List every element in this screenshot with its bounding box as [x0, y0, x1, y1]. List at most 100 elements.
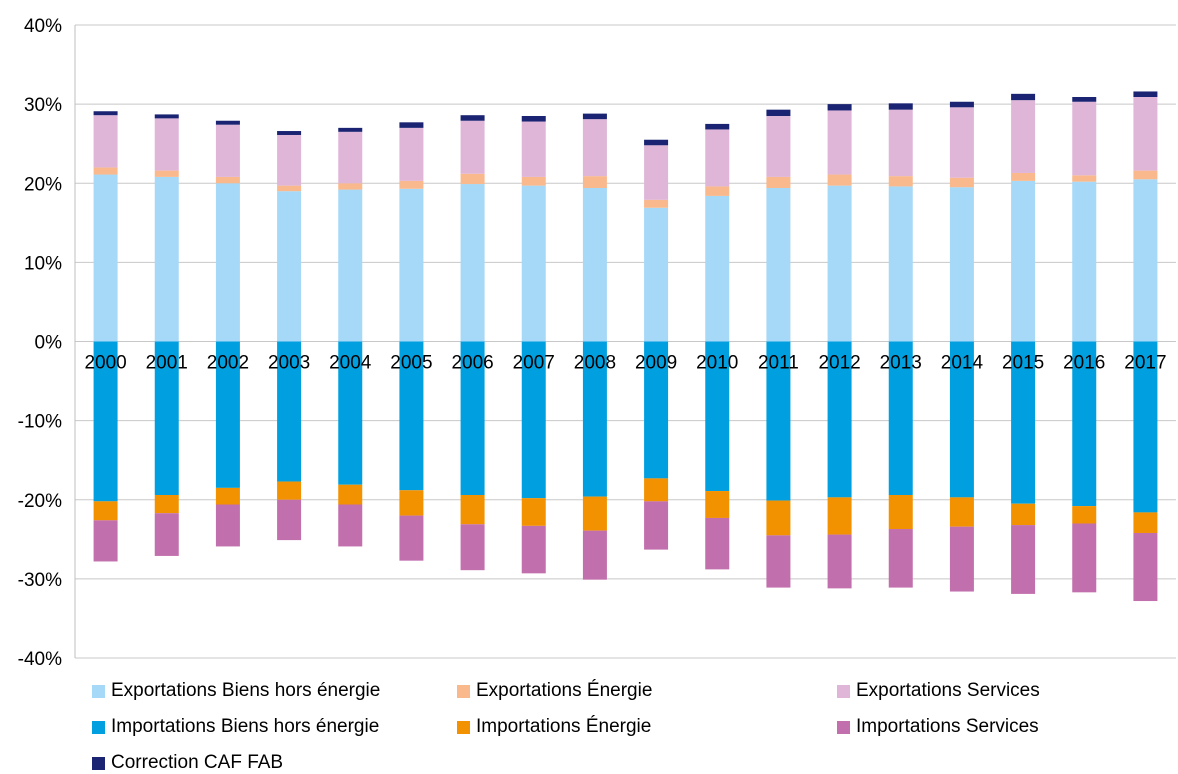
bar-segment: [1072, 506, 1097, 524]
legend-swatch: [457, 720, 470, 734]
bar-segment: [705, 195, 730, 342]
bar-segment: [277, 191, 302, 342]
bar-segment: [338, 183, 363, 190]
bar-segment: [399, 188, 424, 342]
legend-label: Exportations Biens hors énergie: [111, 680, 381, 701]
bar-segment: [827, 185, 852, 342]
bar-segment: [888, 341, 913, 496]
bar-segment: [399, 127, 424, 181]
bar-segment: [399, 180, 424, 189]
bar-segment: [399, 515, 424, 561]
legend-label: Exportations Services: [856, 680, 1040, 701]
bar-segment: [93, 501, 118, 521]
bar-segment: [1011, 100, 1036, 173]
y-tick-label: -20%: [18, 491, 62, 512]
bar-segment: [888, 495, 913, 530]
x-tick-label: 2013: [880, 353, 922, 374]
bar-segment: [949, 187, 974, 342]
bar-segment: [93, 520, 118, 562]
bars: [93, 91, 1158, 602]
bar-segment: [460, 495, 485, 525]
bar-segment: [215, 120, 240, 125]
bar-segment: [644, 199, 669, 208]
bar-segment: [1133, 97, 1158, 171]
gridlines: [75, 24, 1176, 659]
bar-segment: [460, 173, 485, 185]
bar-segment: [1011, 503, 1036, 526]
bar-segment: [1072, 175, 1097, 182]
bar-segment: [1072, 97, 1097, 102]
bar-segment: [827, 534, 852, 589]
bar-segment: [766, 109, 791, 116]
bar-segment: [460, 524, 485, 571]
y-tick-label: 10%: [24, 253, 62, 274]
bar-segment: [521, 185, 546, 342]
legend-label: Correction CAF FAB: [111, 752, 284, 773]
bar-segment: [827, 497, 852, 535]
bar-segment: [154, 114, 179, 119]
bar-segment: [154, 118, 179, 171]
bar-segment: [154, 170, 179, 177]
bar-segment: [277, 134, 302, 186]
bar-segment: [521, 115, 546, 122]
bar-segment: [93, 167, 118, 175]
bar-segment: [93, 174, 118, 342]
bar-segment: [460, 184, 485, 342]
bar-segment: [766, 176, 791, 188]
bar-segment: [766, 115, 791, 177]
bar-segment: [582, 341, 607, 497]
bar-segment: [154, 513, 179, 556]
y-tick-label: 20%: [24, 174, 62, 195]
legend-label: Importations Services: [856, 716, 1039, 737]
x-tick-label: 2000: [84, 353, 126, 374]
y-tick-label: -30%: [18, 570, 62, 591]
bar-segment: [766, 187, 791, 342]
bar-segment: [888, 529, 913, 588]
legend-swatch: [837, 720, 850, 734]
bar-segment: [338, 484, 363, 505]
bar-segment: [1133, 179, 1158, 342]
bar-segment: [1011, 525, 1036, 594]
x-tick-label: 2017: [1124, 353, 1166, 374]
legend-item: Exportations Services: [837, 680, 1040, 702]
x-tick-label: 2003: [268, 353, 310, 374]
legend-item: Importations Biens hors énergie: [92, 716, 379, 738]
bar-segment: [1133, 532, 1158, 602]
bar-segment: [338, 341, 363, 485]
bar-segment: [521, 498, 546, 526]
x-tick-label: 2010: [696, 353, 738, 374]
x-tick-label: 2007: [513, 353, 555, 374]
bar-segment: [888, 109, 913, 177]
y-axis: -40% -30% -20% -10% 0% 10% 20% 30% 40%: [18, 16, 76, 670]
bar-segment: [277, 341, 302, 482]
bar-segment: [1072, 101, 1097, 176]
bar-segment: [399, 122, 424, 128]
legend-item: Correction CAF FAB: [92, 752, 283, 774]
y-tick-label: -40%: [18, 649, 62, 670]
bar-segment: [460, 115, 485, 121]
bar-segment: [460, 341, 485, 496]
bar-segment: [215, 176, 240, 184]
bar-segment: [399, 341, 424, 491]
x-tick-label: 2002: [207, 353, 249, 374]
bar-segment: [949, 497, 974, 527]
y-tick-label: 40%: [24, 16, 62, 37]
bar-segment: [215, 124, 240, 177]
bar-segment: [888, 176, 913, 187]
bar-segment: [644, 145, 669, 200]
bar-segment: [154, 176, 179, 342]
x-tick-label: 2015: [1002, 353, 1044, 374]
legend-label: Importations Énergie: [476, 716, 652, 737]
bar-segment: [1011, 93, 1036, 101]
bar-segment: [705, 341, 730, 492]
x-tick-label: 2009: [635, 353, 677, 374]
bar-segment: [949, 341, 974, 498]
bar-segment: [582, 187, 607, 342]
bar-segment: [93, 115, 118, 168]
bar-segment: [93, 341, 118, 502]
bar-segment: [644, 341, 669, 479]
bar-segment: [827, 104, 852, 111]
bar-segment: [521, 121, 546, 177]
bar-segment: [1011, 341, 1036, 504]
